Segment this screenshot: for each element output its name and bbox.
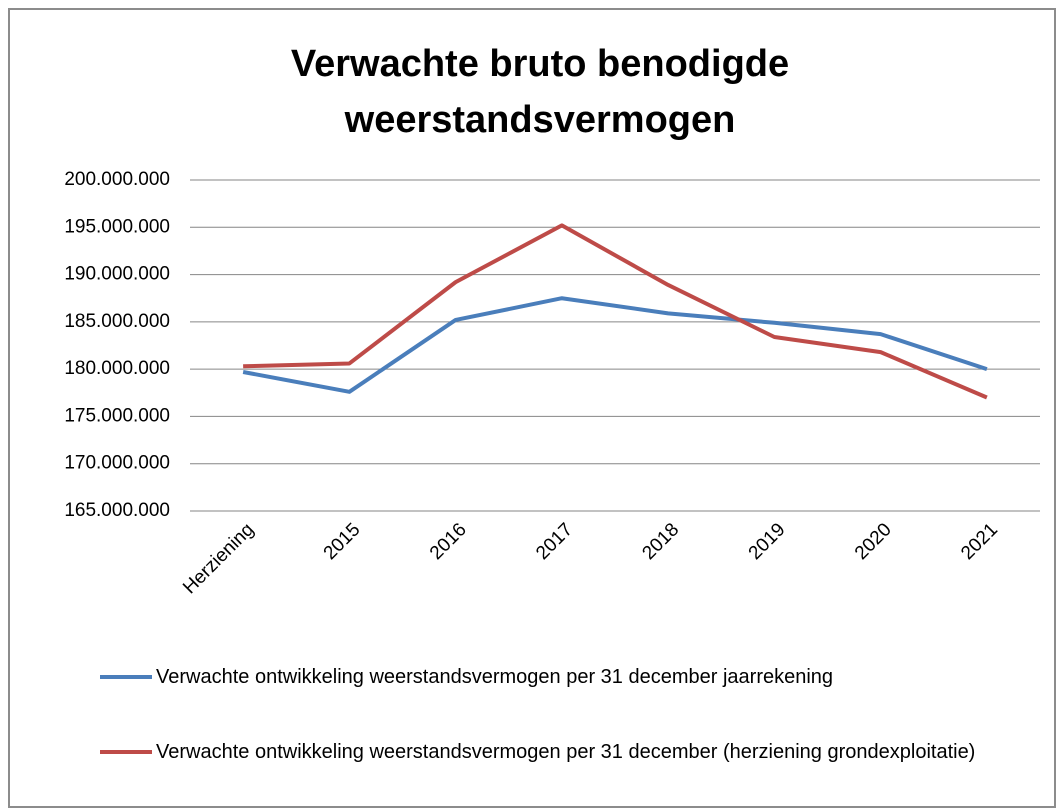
x-tick-label: 2019 — [745, 519, 790, 564]
x-tick-label: 2018 — [638, 519, 683, 564]
x-tick-label: 2020 — [851, 519, 896, 564]
x-tick-label: 2016 — [426, 519, 471, 564]
chart-title: Verwachte bruto benodigde weerstandsverm… — [290, 43, 790, 141]
y-tick-label: 165.000.000 — [64, 500, 170, 521]
x-tick-label: 2015 — [320, 519, 365, 564]
y-tick-label: 170.000.000 — [64, 453, 170, 474]
x-tick-label: 2021 — [957, 519, 1002, 564]
y-tick-label: 200.000.000 — [64, 169, 170, 190]
series-line — [243, 223, 988, 400]
y-tick-label: 185.000.000 — [64, 311, 170, 332]
y-tick-label: 190.000.000 — [64, 264, 170, 285]
y-tick-label: 195.000.000 — [64, 216, 170, 237]
legend-label: Verwachte ontwikkeling weerstandsvermoge… — [156, 741, 976, 763]
y-tick-label: 180.000.000 — [64, 358, 170, 379]
chart: 165.000.000 170.000.000 175.000.000 180.000… — [64, 169, 1040, 754]
x-tick-label: 2017 — [532, 519, 577, 564]
legend-label: Verwachte ontwikkeling weerstandsvermoge… — [156, 666, 834, 688]
page: Verwachte bruto benodigde weerstandsverm… — [8, 8, 1056, 808]
y-tick-label: 175.000.000 — [64, 405, 170, 426]
x-tick-label: Herziening — [179, 519, 258, 598]
series-line — [242, 296, 988, 394]
